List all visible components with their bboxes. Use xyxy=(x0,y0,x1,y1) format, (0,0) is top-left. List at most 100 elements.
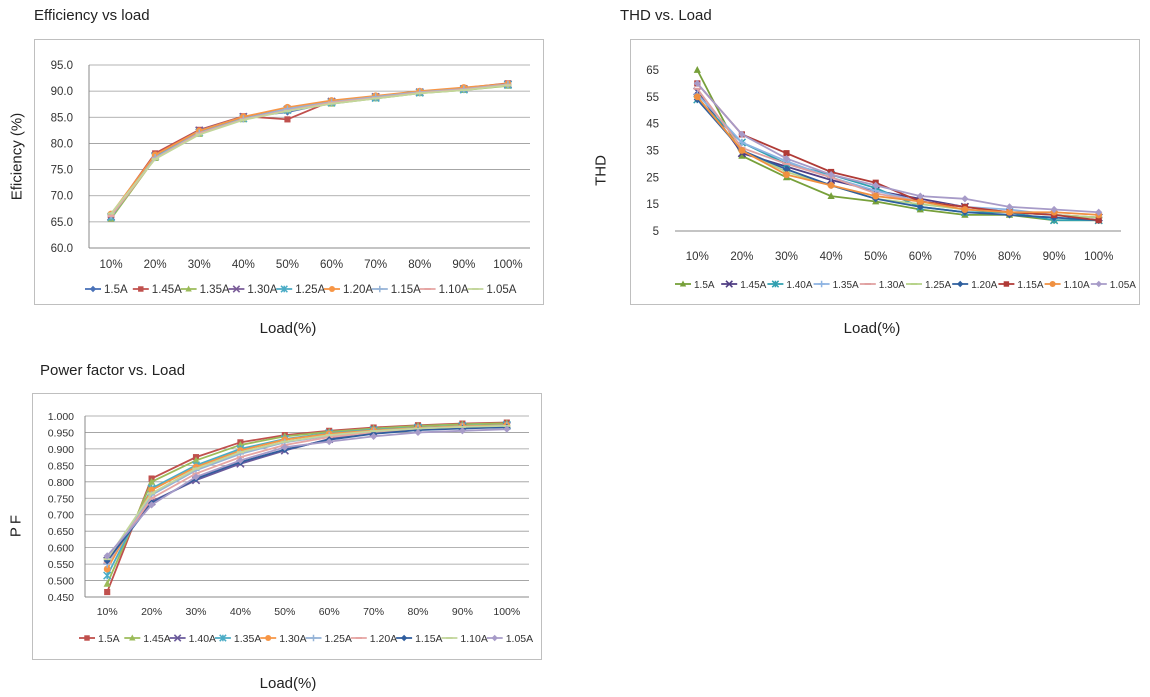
data-point xyxy=(827,192,835,199)
legend-marker xyxy=(328,285,336,293)
legend-label: 1.10A xyxy=(460,633,487,645)
data-point xyxy=(783,171,790,179)
data-point xyxy=(1095,208,1103,216)
y-tick-label: 25 xyxy=(646,172,659,184)
y-tick-label: 65 xyxy=(646,65,659,77)
legend-label: 1.45A xyxy=(143,633,170,645)
x-tick-label: 100% xyxy=(493,259,522,271)
efficiency-series-1.15A xyxy=(107,80,512,220)
legend-item: 1.05A xyxy=(467,284,517,296)
legend-marker xyxy=(232,285,241,293)
data-point xyxy=(284,116,291,123)
legend-item: 1.35A xyxy=(180,284,230,296)
data-point xyxy=(782,154,791,163)
efficiency-legend: 1.5A 1.45A 1.35A 1.30A 1.25A 1.20A 1.15A 1.10A 1… xyxy=(85,284,517,296)
data-point xyxy=(458,427,466,435)
pf-legend: 1.5A 1.45A 1.40A 1.35A 1.30A 1.25A 1.20A 1.15A 1… xyxy=(79,633,533,645)
y-tick-label: 0.900 xyxy=(48,444,74,456)
data-point xyxy=(783,150,790,157)
x-tick-label: 60% xyxy=(319,606,340,618)
legend-item: 1.20A xyxy=(350,633,397,645)
legend-item: 1.40A xyxy=(169,633,216,645)
x-tick-label: 10% xyxy=(100,259,123,271)
data-point xyxy=(1095,217,1102,224)
legend-label: 1.45A xyxy=(152,284,182,296)
legend-label: 1.25A xyxy=(325,633,352,645)
y-tick-label: 35 xyxy=(646,146,659,158)
legend-item: 1.10A xyxy=(441,633,488,645)
legend-label: 1.25A xyxy=(295,284,325,296)
data-point xyxy=(872,181,880,189)
series-line xyxy=(106,424,507,560)
thd-y-ticks: 5 15 25 35 45 55 65 xyxy=(646,65,659,238)
legend-label: 1.5A xyxy=(98,633,120,645)
data-point xyxy=(738,147,746,154)
legend-label: 1.20A xyxy=(343,284,373,296)
data-point xyxy=(103,565,111,573)
legend-item: 1.15A xyxy=(998,280,1044,291)
legend-label: 1.20A xyxy=(370,633,397,645)
thd-legend: 1.5A 1.45A 1.40A 1.35A 1.30A 1.25A 1.20A 1.15A 1… xyxy=(675,280,1136,291)
x-tick-label: 50% xyxy=(864,251,887,263)
x-tick-label: 50% xyxy=(274,606,295,618)
y-tick-label: 0.950 xyxy=(48,427,74,439)
legend-item: 1.35A xyxy=(214,633,261,645)
legend-label: 1.10A xyxy=(439,284,469,296)
x-tick-label: 20% xyxy=(144,259,167,271)
data-point xyxy=(148,477,156,485)
legend-label: 1.5A xyxy=(694,280,715,291)
efficiency-chart-frame: 60.0 65.0 70.0 75.0 80.0 85.0 90.0 95.0 10% 20% 30… xyxy=(34,39,544,305)
data-point xyxy=(1050,205,1058,214)
data-point xyxy=(916,192,924,200)
series-line xyxy=(106,422,507,585)
legend-item: 1.25A xyxy=(305,633,352,645)
data-point xyxy=(693,66,701,73)
data-point xyxy=(503,425,511,433)
y-tick-label: 0.550 xyxy=(48,559,74,571)
data-point xyxy=(738,138,746,147)
series-line xyxy=(106,426,507,562)
y-tick-label: 0.700 xyxy=(48,510,74,522)
legend-marker xyxy=(280,285,288,293)
x-tick-label: 70% xyxy=(364,259,387,271)
legend-label: 1.30A xyxy=(279,633,306,645)
legend-item: 1.30A xyxy=(228,284,278,296)
legend-item: 1.15A xyxy=(371,284,421,296)
x-tick-label: 40% xyxy=(230,606,251,618)
pf-series-1.5A xyxy=(104,419,510,596)
x-tick-label: 20% xyxy=(141,606,162,618)
pf-y-ticks: 0.450 0.500 0.550 0.600 0.650 0.700 0.750 0.800… xyxy=(48,411,74,604)
x-tick-label: 80% xyxy=(998,251,1021,263)
x-tick-label: 50% xyxy=(276,259,299,271)
x-tick-label: 80% xyxy=(408,259,431,271)
y-tick-label: 45 xyxy=(646,119,659,131)
legend-label: 1.45A xyxy=(740,280,766,291)
x-tick-label: 70% xyxy=(363,606,384,618)
legend-marker xyxy=(265,634,272,642)
series-line xyxy=(696,82,1099,214)
legend-label: 1.25A xyxy=(925,280,951,291)
y-tick-label: 0.500 xyxy=(48,576,74,588)
legend-marker xyxy=(310,634,317,642)
legend-label: 1.35A xyxy=(200,284,230,296)
data-point xyxy=(693,79,701,88)
series-line xyxy=(106,424,507,562)
y-tick-label: 0.650 xyxy=(48,526,74,538)
y-tick-label: 0.850 xyxy=(48,460,74,472)
legend-marker xyxy=(771,280,780,288)
x-tick-label: 30% xyxy=(775,251,798,263)
x-tick-label: 10% xyxy=(686,251,709,263)
y-tick-label: 85.0 xyxy=(51,112,73,124)
pf-chart-frame: 0.450 0.500 0.550 0.600 0.650 0.700 0.750 0.800… xyxy=(32,393,542,660)
legend-marker xyxy=(185,285,192,292)
legend-marker xyxy=(219,634,227,642)
y-tick-label: 70.0 xyxy=(51,191,73,203)
efficiency-y-ticks: 60.0 65.0 70.0 75.0 80.0 85.0 90.0 95.0 xyxy=(51,60,73,255)
legend-item: 1.45A xyxy=(721,280,767,291)
legend-label: 1.35A xyxy=(833,280,859,291)
x-tick-label: 70% xyxy=(953,251,976,263)
data-point xyxy=(103,571,112,580)
data-point xyxy=(1006,208,1013,216)
y-tick-label: 60.0 xyxy=(51,243,73,255)
legend-label: 1.10A xyxy=(1064,280,1090,291)
